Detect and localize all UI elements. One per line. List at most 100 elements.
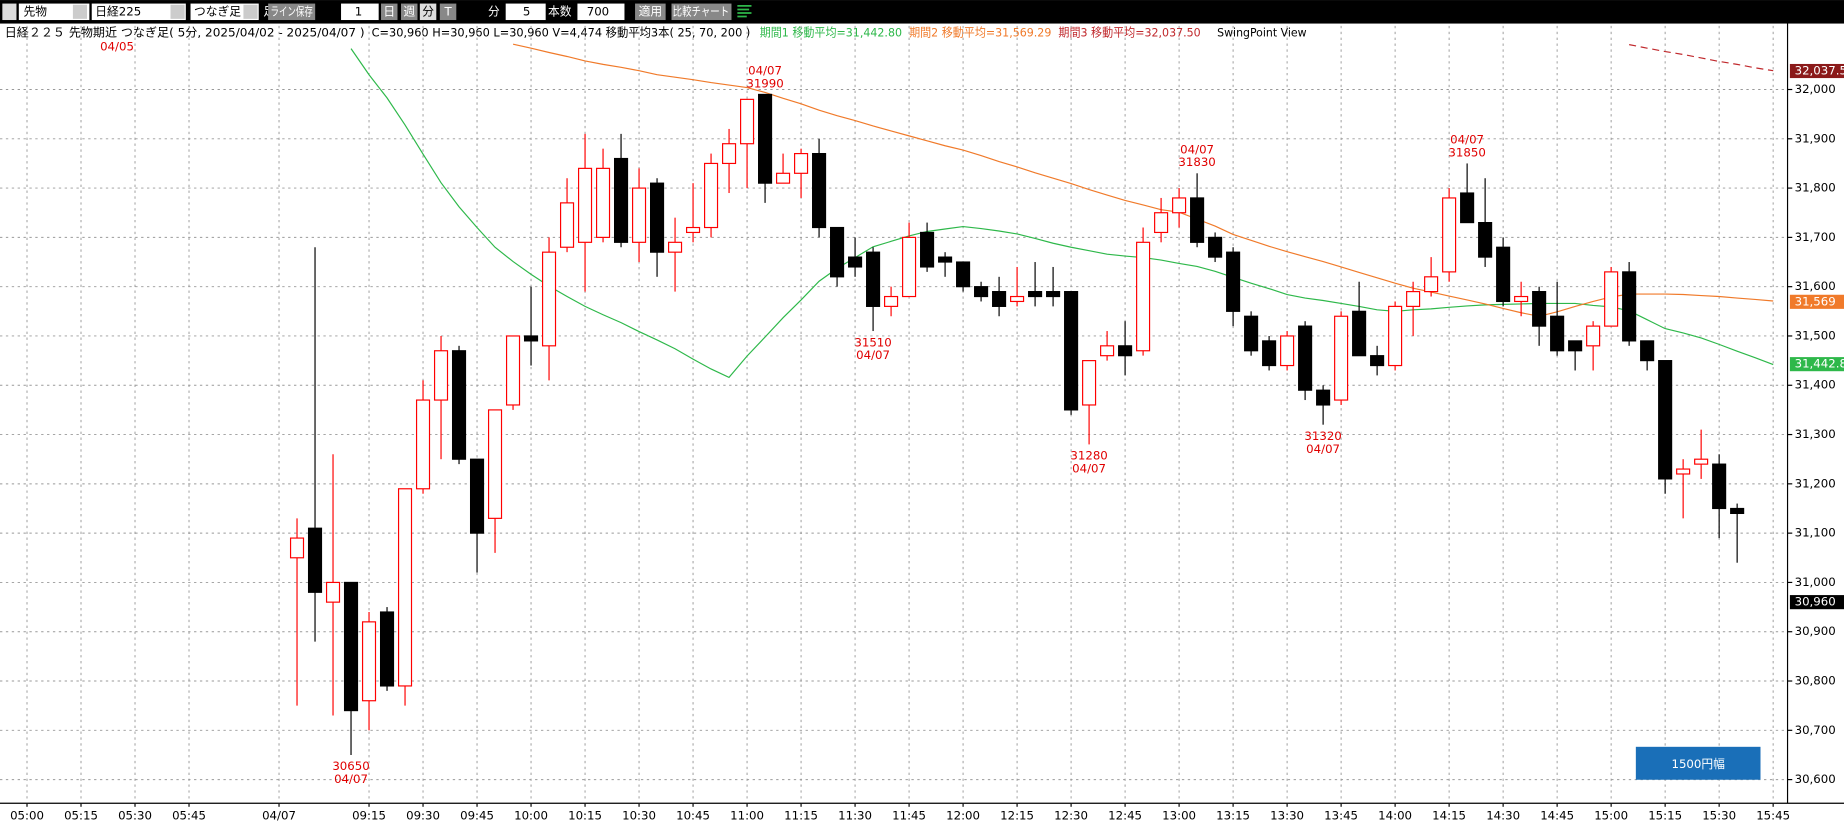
range-button-label: 1500円幅 <box>1671 757 1725 771</box>
candle <box>1100 331 1115 361</box>
compare: 比較チャート <box>673 4 729 18</box>
candle <box>1208 232 1223 263</box>
bars-input[interactable] <box>577 3 625 21</box>
candle <box>1010 266 1025 307</box>
candle-body <box>1154 212 1169 234</box>
swing-date: 04/07 <box>1072 462 1106 476</box>
candle <box>1586 321 1601 371</box>
week-button[interactable] <box>401 3 418 21</box>
y-tick-label: 31,800 <box>1795 181 1836 195</box>
candle <box>1550 281 1565 356</box>
x-tick-label: 13:45 <box>1324 809 1358 823</box>
candle-body <box>289 537 305 559</box>
dropdown-arrow <box>170 4 185 19</box>
candle <box>1424 257 1439 297</box>
swing-value: 31510 <box>854 335 891 349</box>
candle-body <box>469 458 485 534</box>
candle-body <box>1424 276 1439 293</box>
chart-title: 日経２２５ 先物期近 つなぎ足( 5分, 2025/04/02 - 2025/0… <box>5 25 365 39</box>
moving-average-line <box>512 43 1774 317</box>
day-button[interactable] <box>381 3 398 21</box>
candle-body <box>1442 197 1457 273</box>
interval-input[interactable] <box>505 3 546 21</box>
candle <box>722 128 737 194</box>
candle <box>1352 281 1367 357</box>
candle-body <box>379 611 395 687</box>
count-input[interactable] <box>341 3 379 21</box>
candle <box>1298 321 1313 401</box>
menu-button[interactable] <box>2 3 17 21</box>
y-tick-label: 31,300 <box>1795 427 1836 441</box>
candle <box>1622 262 1637 346</box>
icon <box>737 5 752 18</box>
candle <box>1460 163 1475 224</box>
price-tag-label: 31,442.8 <box>1795 357 1844 371</box>
dropdown-arrow <box>243 4 258 19</box>
y-tick-label: 31,400 <box>1795 378 1836 392</box>
candle <box>830 226 845 287</box>
swing-value: 31320 <box>1304 429 1341 443</box>
candle <box>1388 301 1403 371</box>
candle-body <box>1658 360 1673 480</box>
compare-button[interactable] <box>671 3 732 21</box>
y-tick-label: 31,700 <box>1795 230 1836 244</box>
candle-body <box>956 261 971 288</box>
y-tick-label: 31,100 <box>1795 526 1836 540</box>
candle-body <box>740 98 755 145</box>
candle-body <box>1316 389 1331 406</box>
candle-body <box>1118 345 1133 357</box>
x-tick-label: 14:15 <box>1432 809 1466 823</box>
x-tick-label: 14:00 <box>1378 809 1412 823</box>
y-tick-label: 31,200 <box>1795 476 1836 490</box>
candle <box>956 261 971 292</box>
candle-body <box>686 226 701 234</box>
candle-body <box>1100 345 1115 357</box>
minute: 分 <box>422 4 434 18</box>
mode: つなぎ足 <box>194 4 241 18</box>
candle-body <box>541 251 557 347</box>
range-button[interactable] <box>1635 746 1761 780</box>
candle <box>1226 247 1241 327</box>
candle-body <box>848 256 863 268</box>
candle <box>1262 335 1277 371</box>
swing-date: 04/07 <box>1306 442 1340 456</box>
candle <box>1676 459 1691 519</box>
candle-body <box>577 167 593 243</box>
date-mark: 04/05 <box>100 40 134 54</box>
tick: T <box>443 4 452 18</box>
x-tick-label: 14:45 <box>1540 809 1574 823</box>
candle-body <box>1514 295 1529 303</box>
candle-body <box>505 335 521 406</box>
swing-date: 04/07 <box>1180 142 1214 156</box>
x-tick-label: 05:30 <box>118 809 152 823</box>
market-select[interactable] <box>18 3 90 21</box>
mode-select[interactable] <box>190 3 259 21</box>
x-tick-label: 15:45 <box>1756 809 1790 823</box>
symbol-select[interactable] <box>91 3 186 21</box>
apply-button[interactable] <box>635 3 666 21</box>
candle-body <box>1550 315 1565 352</box>
tick-button[interactable] <box>439 3 457 21</box>
candle-body <box>1010 295 1025 303</box>
save-button[interactable] <box>268 3 316 21</box>
legend-entry: 期間1 移動平均=31,442.80 <box>760 25 902 39</box>
candle <box>343 581 359 755</box>
candle <box>848 237 863 277</box>
candle <box>776 153 791 184</box>
y-tick-label: 30,700 <box>1795 723 1836 737</box>
toolbar-bg <box>0 0 1844 24</box>
candle <box>361 612 377 731</box>
candle-body <box>1622 271 1637 342</box>
candle-body <box>992 291 1007 307</box>
candle <box>325 454 341 716</box>
candle-body <box>1064 291 1079 411</box>
candle-body <box>1604 271 1619 327</box>
candle <box>1694 429 1709 479</box>
x-tick-label: 05:00 <box>10 809 44 823</box>
candle-body <box>1568 340 1583 352</box>
candle <box>794 148 809 198</box>
price-tag <box>1789 63 1844 79</box>
minute-button[interactable] <box>419 3 437 21</box>
bars: 700 <box>587 4 609 18</box>
